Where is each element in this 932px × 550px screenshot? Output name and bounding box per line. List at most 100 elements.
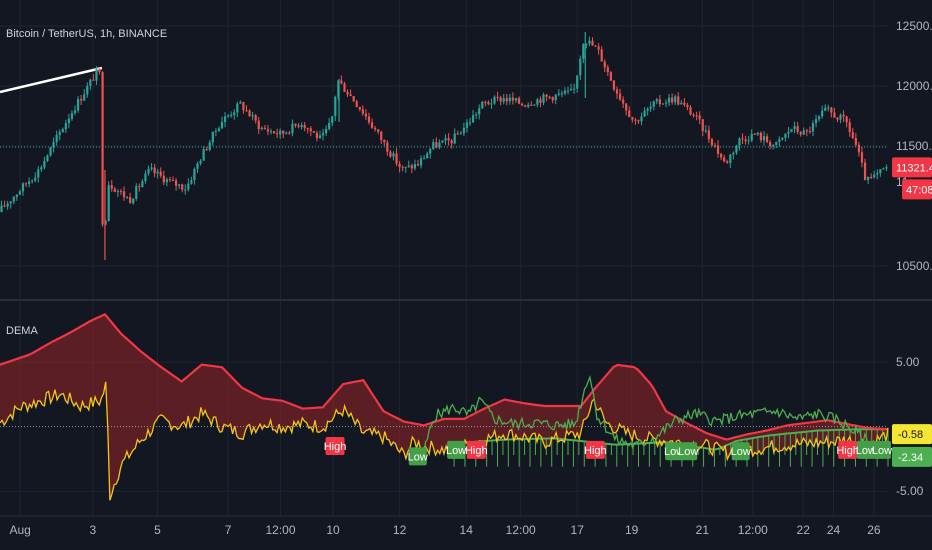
candle-body <box>331 116 334 124</box>
candle-body <box>27 181 31 184</box>
time-tick-label: 12:00 <box>266 523 296 537</box>
indicator-axis[interactable]: 5.00 -5.00 -0.58 -2.34 <box>892 355 932 498</box>
indicator-legend[interactable]: DEMA <box>6 325 38 337</box>
low-signal-tag[interactable] <box>447 440 466 459</box>
candle-body <box>276 133 279 135</box>
high-signal-tag[interactable] <box>466 440 486 459</box>
candle-body <box>150 167 153 169</box>
last-price-tag[interactable] <box>892 157 932 178</box>
candle-body <box>294 123 297 126</box>
candle-body <box>695 115 698 117</box>
countdown-tag[interactable] <box>902 179 932 200</box>
green-value-tag[interactable] <box>892 446 932 467</box>
candle-body <box>805 130 808 132</box>
candle-body <box>70 113 74 119</box>
candle-body <box>337 80 340 97</box>
signal-label: High <box>836 445 859 457</box>
candle-body <box>732 152 735 155</box>
time-tick-label: 10 <box>326 523 340 537</box>
candle-body <box>181 184 184 190</box>
candle-body <box>873 174 876 178</box>
high-signal-tag[interactable] <box>838 440 858 459</box>
candle-body <box>471 115 475 123</box>
candle-body <box>116 191 119 193</box>
candle-body <box>524 105 527 107</box>
candle-body <box>778 139 781 142</box>
candle-body <box>0 205 3 212</box>
candle-body <box>233 112 236 116</box>
candle-body <box>784 133 787 138</box>
signal-label: High <box>324 441 347 453</box>
candle-body <box>591 40 594 46</box>
candle-body <box>435 142 438 148</box>
time-tick-label: 21 <box>696 523 710 537</box>
candle-body <box>76 99 80 111</box>
candle-body <box>89 79 92 86</box>
price-tick-label: 10500.00 <box>896 259 932 273</box>
candle-body <box>520 103 524 106</box>
candle-body <box>576 75 579 89</box>
high-signal-tag[interactable] <box>585 440 605 459</box>
price-axis[interactable]: 12500.0012000.0011500.0010500.001111321.… <box>892 19 932 273</box>
candle-body <box>655 99 658 102</box>
candle-body <box>352 95 355 102</box>
low-signal-tag[interactable] <box>872 440 891 459</box>
candle-body <box>554 94 557 101</box>
value-tag-label: -0.58 <box>898 429 923 441</box>
candle-body <box>101 72 104 225</box>
time-axis[interactable]: Aug 3 5 7 12:00 10 12 14 12:00 17 19 21 12:00 22 24 26 <box>0 515 932 537</box>
candle-body <box>569 88 573 91</box>
candle-body <box>796 126 799 132</box>
candle-body <box>230 115 233 117</box>
candle-body <box>367 116 371 123</box>
candle-body <box>851 132 854 139</box>
candle-body <box>285 132 288 134</box>
candle-body <box>217 128 221 131</box>
low-signal-tag[interactable] <box>408 447 427 466</box>
candle-body <box>15 194 18 197</box>
candle-body <box>251 115 254 117</box>
candle-body <box>667 97 671 103</box>
candle-body <box>557 93 560 95</box>
candle-body <box>643 110 646 117</box>
candle-body <box>37 169 40 178</box>
candle-body <box>618 93 622 100</box>
low-signal-tag[interactable] <box>665 442 684 461</box>
candle-body <box>95 68 98 81</box>
candle-body <box>245 110 248 112</box>
candle-body <box>174 180 178 186</box>
candle-body <box>171 180 175 182</box>
symbol-legend[interactable]: Bitcoin / TetherUS, 1h, BINANCE <box>6 28 167 40</box>
candle-body <box>747 140 750 142</box>
candle-body <box>392 153 395 157</box>
low-signal-tag[interactable] <box>731 442 750 461</box>
candle-body <box>649 106 652 109</box>
trend-line-drawing[interactable] <box>0 66 103 94</box>
time-tick-label: 26 <box>867 523 881 537</box>
candle-body <box>242 102 245 111</box>
candle-body <box>462 127 466 134</box>
candle-body <box>303 124 306 128</box>
low-signal-tag[interactable] <box>679 442 698 461</box>
high-signal-tag[interactable] <box>325 437 345 456</box>
candle-body <box>723 157 726 162</box>
low-signal-tag[interactable] <box>856 440 875 459</box>
candle-body <box>879 169 882 174</box>
candle-body <box>122 191 126 198</box>
last-price-value: 11321.47 <box>896 162 932 174</box>
candle-body <box>334 96 337 117</box>
candle-body <box>413 164 417 169</box>
candle-body <box>129 197 132 204</box>
candle-body <box>490 103 493 105</box>
candle-body <box>223 116 227 122</box>
candle-body <box>701 119 704 132</box>
yellow-value-tag[interactable] <box>892 424 932 445</box>
time-tick-label: 12:00 <box>738 523 768 537</box>
candle-body <box>848 122 851 133</box>
candle-body <box>478 108 481 115</box>
candle-body <box>716 145 720 154</box>
candle-body <box>762 136 766 141</box>
candle-body <box>239 102 242 104</box>
